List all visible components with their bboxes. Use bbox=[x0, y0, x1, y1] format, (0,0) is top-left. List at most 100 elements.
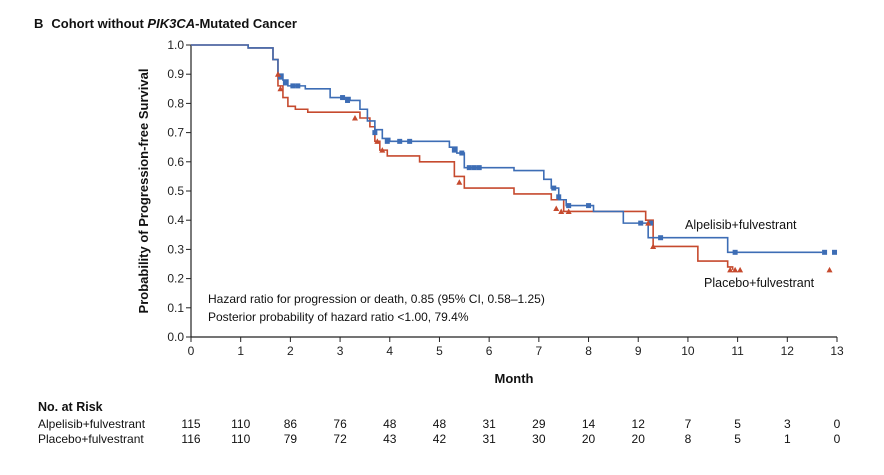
censor-mark-alpelisib bbox=[732, 249, 738, 255]
censor-mark-alpelisib bbox=[832, 249, 838, 255]
x-tick-label: 1 bbox=[237, 344, 244, 358]
x-tick-label: 5 bbox=[436, 344, 443, 358]
censor-mark-alpelisib bbox=[658, 235, 664, 241]
censor-mark-alpelisib bbox=[476, 165, 482, 171]
censor-mark-alpelisib bbox=[290, 83, 296, 89]
y-ticks: 0.0 0.1 0.2 0.3 0.4 0.5 0.6 0.7 0.8 0.9 1.0 bbox=[167, 38, 191, 344]
censor-mark-alpelisib bbox=[345, 97, 351, 103]
series-label-alpelisib: Alpelisib+fulvestrant bbox=[685, 218, 797, 232]
risk-value: 29 bbox=[532, 417, 546, 431]
series-label-placebo: Placebo+fulvestrant bbox=[704, 276, 815, 290]
risk-value: 72 bbox=[333, 432, 347, 446]
censor-mark-placebo bbox=[351, 115, 358, 121]
risk-value: 20 bbox=[582, 432, 596, 446]
x-axis-title: Month bbox=[495, 371, 534, 386]
censor-mark-alpelisib bbox=[372, 130, 378, 136]
x-tick-label: 4 bbox=[386, 344, 393, 358]
x-tick-label: 9 bbox=[635, 344, 642, 358]
censor-mark-alpelisib bbox=[556, 194, 562, 200]
risk-value: 1 bbox=[784, 432, 791, 446]
title-prefix: Cohort without bbox=[51, 16, 147, 31]
risk-value: 79 bbox=[284, 432, 298, 446]
censor-mark-placebo bbox=[374, 138, 381, 144]
title-suffix: -Mutated Cancer bbox=[195, 16, 297, 31]
y-tick-label: 0.8 bbox=[167, 96, 184, 110]
risk-value: 115 bbox=[181, 417, 200, 431]
risk-value: 8 bbox=[685, 432, 692, 446]
title-italic: PIK3CA bbox=[147, 16, 195, 31]
censor-marks bbox=[274, 71, 838, 273]
censor-mark-alpelisib bbox=[407, 138, 413, 144]
censor-mark-placebo bbox=[274, 71, 281, 77]
risk-value: 86 bbox=[284, 417, 298, 431]
y-tick-label: 0.6 bbox=[167, 155, 184, 169]
x-tick-label: 2 bbox=[287, 344, 294, 358]
x-ticks: 0 1 2 3 4 5 6 7 8 9 10 11 12 13 bbox=[188, 337, 844, 358]
censor-mark-placebo bbox=[737, 266, 744, 273]
risk-value: 3 bbox=[784, 417, 791, 431]
x-tick-label: 6 bbox=[486, 344, 493, 358]
censor-mark-alpelisib bbox=[340, 95, 346, 101]
censor-mark-alpelisib bbox=[466, 165, 472, 171]
y-tick-label: 0.3 bbox=[167, 242, 184, 256]
y-axis-title: Probability of Progression-free Survival bbox=[136, 69, 151, 314]
risk-value: 12 bbox=[632, 417, 646, 431]
y-tick-label: 0.2 bbox=[167, 272, 184, 286]
x-tick-label: 7 bbox=[536, 344, 543, 358]
risk-value: 30 bbox=[532, 432, 546, 446]
risk-value: 7 bbox=[685, 417, 692, 431]
x-tick-label: 0 bbox=[188, 344, 195, 358]
risk-value: 48 bbox=[383, 417, 397, 431]
censor-mark-alpelisib bbox=[295, 83, 301, 89]
censor-mark-placebo bbox=[379, 147, 386, 153]
y-tick-label: 0.7 bbox=[167, 126, 184, 140]
censor-mark-alpelisib bbox=[586, 203, 592, 209]
survival-curves bbox=[191, 44, 823, 270]
censor-mark-alpelisib bbox=[384, 138, 390, 144]
censor-mark-alpelisib bbox=[822, 249, 828, 255]
risk-value: 76 bbox=[333, 417, 347, 431]
censor-mark-placebo bbox=[645, 220, 652, 226]
risk-value: 20 bbox=[632, 432, 646, 446]
censor-mark-alpelisib bbox=[282, 80, 288, 86]
x-tick-label: 8 bbox=[585, 344, 592, 358]
censor-mark-alpelisib bbox=[459, 150, 465, 156]
x-tick-label: 11 bbox=[731, 344, 744, 358]
risk-value: 5 bbox=[734, 432, 741, 446]
y-tick-label: 0.4 bbox=[167, 213, 184, 227]
censor-mark-placebo bbox=[727, 266, 734, 273]
panel-title: B Cohort without PIK3CA-Mutated Cancer bbox=[34, 16, 297, 31]
x-tick-label: 10 bbox=[681, 344, 695, 358]
risk-row-label-alpelisib: Alpelisib+fulvestrant bbox=[38, 417, 146, 431]
censor-mark-placebo bbox=[553, 205, 560, 212]
risk-value: 31 bbox=[482, 417, 496, 431]
censor-mark-alpelisib bbox=[451, 147, 457, 153]
y-tick-label: 0.0 bbox=[167, 330, 184, 344]
x-tick-label: 12 bbox=[781, 344, 795, 358]
censor-mark-placebo bbox=[732, 266, 739, 273]
risk-value: 110 bbox=[231, 417, 250, 431]
y-tick-label: 0.5 bbox=[167, 184, 184, 198]
posterior-probability-text: Posterior probability of hazard ratio <1… bbox=[208, 310, 469, 324]
x-tick-label: 3 bbox=[337, 344, 344, 358]
risk-row-label-placebo: Placebo+fulvestrant bbox=[38, 432, 144, 446]
censor-mark-alpelisib bbox=[551, 185, 557, 191]
censor-mark-alpelisib bbox=[648, 220, 654, 226]
censor-mark-placebo bbox=[456, 179, 463, 185]
censor-mark-placebo bbox=[565, 208, 572, 214]
risk-value: 42 bbox=[433, 432, 447, 446]
censor-mark-placebo bbox=[277, 85, 284, 92]
x-tick-label: 13 bbox=[830, 344, 844, 358]
risk-value: 14 bbox=[582, 417, 596, 431]
risk-value: 110 bbox=[231, 432, 250, 446]
alpelisib-curve bbox=[191, 44, 823, 254]
censor-mark-placebo bbox=[650, 243, 657, 249]
censor-mark-alpelisib bbox=[566, 203, 572, 209]
censor-mark-placebo bbox=[826, 266, 833, 273]
risk-value: 43 bbox=[383, 432, 397, 446]
censor-mark-alpelisib bbox=[277, 74, 283, 80]
placebo-curve bbox=[191, 44, 734, 270]
y-tick-label: 0.9 bbox=[167, 67, 184, 81]
